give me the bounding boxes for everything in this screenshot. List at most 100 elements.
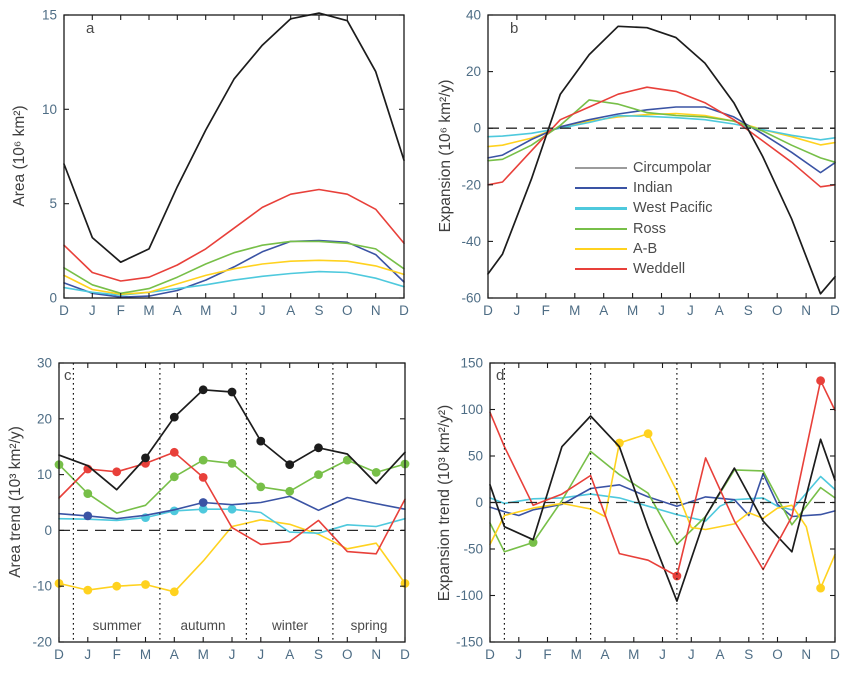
x-tick-label: M bbox=[627, 303, 638, 318]
legend-label-ross: Ross bbox=[633, 220, 667, 237]
series-a-b-marker bbox=[112, 581, 122, 591]
x-tick-label: A bbox=[715, 647, 724, 662]
x-tick-label: O bbox=[772, 647, 783, 662]
series-weddell-line bbox=[489, 379, 836, 577]
x-tick-label: D bbox=[59, 303, 69, 318]
x-tick-label: O bbox=[342, 303, 353, 318]
x-tick-label: J bbox=[89, 303, 96, 318]
y-tick-label: 0 bbox=[44, 523, 52, 538]
x-tick-label: A bbox=[285, 647, 294, 662]
series-west-pacific-marker bbox=[227, 504, 237, 514]
x-tick-label: M bbox=[143, 303, 154, 318]
series-weddell-marker bbox=[816, 376, 825, 386]
panel-a-ylabel: Area (10⁶ km²) bbox=[11, 105, 28, 207]
series-a-b-line bbox=[489, 432, 836, 589]
series-circumpolar-marker bbox=[314, 443, 323, 453]
series-circumpolar-marker bbox=[169, 412, 179, 422]
x-tick-label: F bbox=[542, 303, 550, 318]
series-circumpolar-line bbox=[487, 25, 836, 295]
x-tick-label: N bbox=[371, 647, 381, 662]
panel-d-ylabel: Expansion trend (10³ km²/y²) bbox=[436, 404, 453, 602]
series-ross-marker bbox=[198, 455, 208, 465]
x-tick-label: M bbox=[571, 647, 582, 662]
y-tick-label: -60 bbox=[461, 291, 481, 306]
x-tick-label: S bbox=[744, 647, 753, 662]
series-weddell-line bbox=[63, 188, 405, 282]
x-tick-label: F bbox=[113, 647, 121, 662]
y-tick-label: 0 bbox=[49, 291, 57, 306]
panel-a-letter: a bbox=[86, 20, 95, 37]
y-tick-label: 0 bbox=[473, 121, 481, 136]
series-circumpolar-marker bbox=[198, 385, 208, 395]
series-circumpolar-line bbox=[58, 388, 406, 491]
series-weddell-marker bbox=[672, 571, 682, 581]
x-tick-label: D bbox=[399, 303, 409, 318]
legend-line-indian bbox=[575, 187, 627, 190]
x-tick-label: S bbox=[314, 647, 323, 662]
series-weddell-marker bbox=[198, 473, 208, 482]
legend-row-weddell: Weddell bbox=[575, 259, 713, 279]
series-ross-marker bbox=[227, 459, 237, 468]
x-tick-label: J bbox=[687, 303, 694, 318]
legend-row-ross: Ross bbox=[575, 219, 713, 239]
series-circumpolar-line bbox=[489, 415, 836, 602]
y-tick-label: 15 bbox=[42, 8, 57, 23]
x-tick-label: O bbox=[342, 647, 353, 662]
x-tick-label: A bbox=[715, 303, 724, 318]
legend-row-circumpolar: Circumpolar bbox=[575, 158, 713, 178]
legend-label-west-pacific: West Pacific bbox=[633, 200, 713, 217]
legend-line-weddell bbox=[575, 267, 627, 271]
series-ross-line bbox=[487, 99, 836, 163]
y-tick-label: 50 bbox=[468, 449, 483, 464]
x-tick-label: J bbox=[229, 647, 236, 662]
x-tick-label: S bbox=[314, 303, 323, 318]
y-tick-label: 100 bbox=[460, 402, 483, 417]
series-ross-marker bbox=[371, 468, 381, 477]
x-tick-label: J bbox=[514, 303, 521, 318]
series-ross-marker bbox=[83, 489, 93, 498]
panel-d-letter: d bbox=[496, 367, 505, 384]
axes-frame bbox=[63, 14, 405, 299]
legend: Circumpolar Indian West Pacific Ross A-B… bbox=[575, 158, 713, 279]
series-ross-marker bbox=[285, 486, 295, 496]
series-a-b-marker bbox=[816, 583, 825, 593]
series-circumpolar-marker bbox=[285, 460, 295, 469]
season-label-winter: winter bbox=[271, 618, 309, 633]
y-tick-label: -10 bbox=[32, 579, 52, 594]
series-circumpolar-marker bbox=[227, 387, 237, 397]
x-tick-label: F bbox=[117, 303, 125, 318]
x-tick-label: M bbox=[200, 303, 211, 318]
series-circumpolar-marker bbox=[256, 436, 266, 446]
x-tick-label: J bbox=[231, 303, 238, 318]
legend-label-indian: Indian bbox=[633, 180, 673, 197]
x-tick-label: J bbox=[658, 303, 665, 318]
panel-c-ylabel: Area trend (10³ km²/y) bbox=[7, 426, 24, 578]
legend-row-west-pacific: West Pacific bbox=[575, 198, 713, 218]
x-tick-label: A bbox=[599, 303, 608, 318]
legend-line-ab bbox=[575, 247, 627, 250]
legend-row-ab: A-B bbox=[575, 239, 713, 259]
series-ross-marker bbox=[314, 470, 323, 479]
y-tick-label: 10 bbox=[42, 102, 57, 117]
legend-label-ab: A-B bbox=[633, 240, 658, 257]
y-tick-label: 0 bbox=[475, 495, 483, 510]
x-tick-label: J bbox=[257, 647, 264, 662]
x-tick-label: M bbox=[569, 303, 580, 318]
x-tick-label: J bbox=[259, 303, 266, 318]
series-indian-marker bbox=[83, 511, 93, 521]
x-tick-label: J bbox=[659, 647, 666, 662]
legend-row-indian: Indian bbox=[575, 178, 713, 198]
x-tick-label: D bbox=[830, 303, 840, 318]
x-tick-label: F bbox=[543, 647, 551, 662]
y-tick-label: 20 bbox=[37, 411, 52, 426]
y-tick-label: 40 bbox=[466, 8, 481, 23]
x-tick-label: N bbox=[371, 303, 381, 318]
x-tick-label: M bbox=[140, 647, 151, 662]
y-tick-label: -20 bbox=[32, 635, 52, 650]
